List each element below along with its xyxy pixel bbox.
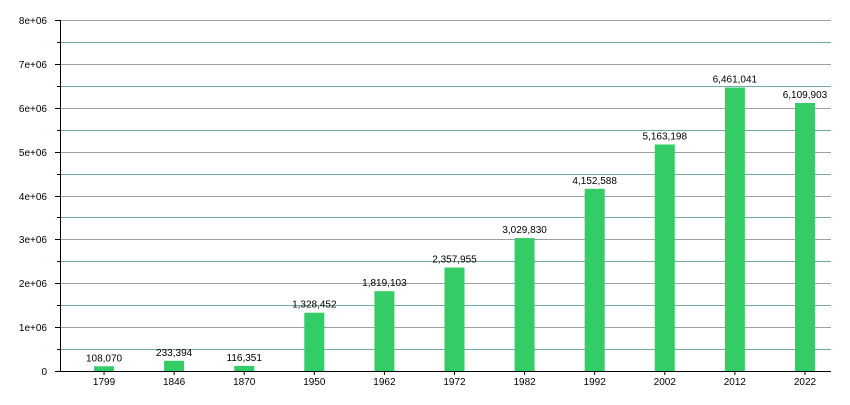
data-label: 5,163,198 bbox=[643, 131, 688, 142]
x-tick-label: 1992 bbox=[584, 377, 607, 388]
x-tick-label: 2002 bbox=[654, 377, 677, 388]
x-tick-label: 1870 bbox=[233, 377, 256, 388]
y-tick-label: 3e+06 bbox=[19, 235, 48, 246]
x-tick-label: 1982 bbox=[513, 377, 536, 388]
data-label: 108,070 bbox=[86, 353, 123, 364]
y-tick-label: 5e+06 bbox=[19, 148, 48, 159]
data-label: 4,152,588 bbox=[572, 176, 617, 187]
y-tick-label: 8e+06 bbox=[19, 16, 48, 27]
label-layer: 0 1e+06 2e+06 3e+06 4e+06 5e+06 6e+06 7e+06 8e+0… bbox=[19, 16, 828, 388]
bar-2012 bbox=[724, 87, 745, 372]
grid-layer bbox=[60, 20, 831, 350]
data-label: 6,461,041 bbox=[713, 75, 758, 86]
y-tick-label: 2e+06 bbox=[19, 279, 48, 290]
bar-1846 bbox=[164, 360, 185, 371]
data-label: 116,351 bbox=[227, 353, 263, 364]
y-tick-label: 1e+06 bbox=[19, 323, 48, 334]
bar-1870 bbox=[234, 365, 255, 371]
x-tick-label: 1846 bbox=[163, 377, 186, 388]
bar-1982 bbox=[514, 238, 535, 371]
data-label: 1,328,452 bbox=[292, 300, 337, 311]
data-label: 3,029,830 bbox=[502, 225, 547, 236]
y-tick-label: 0 bbox=[41, 367, 47, 378]
bar-2002 bbox=[654, 144, 675, 371]
x-tick-label: 2012 bbox=[724, 377, 747, 388]
data-label: 2,357,955 bbox=[432, 255, 477, 266]
y-tick-label: 4e+06 bbox=[19, 192, 48, 203]
axis-layer bbox=[55, 20, 831, 375]
bar-1992 bbox=[584, 188, 605, 371]
bar-layer bbox=[94, 87, 815, 372]
x-tick-label: 1950 bbox=[303, 377, 326, 388]
y-tick-label: 7e+06 bbox=[19, 60, 48, 71]
bar-1962 bbox=[374, 291, 395, 371]
bar-1799 bbox=[94, 366, 115, 371]
bar-1972 bbox=[444, 267, 465, 371]
data-label: 233,394 bbox=[156, 348, 193, 359]
x-tick-label: 1962 bbox=[373, 377, 396, 388]
x-tick-label: 2022 bbox=[794, 377, 817, 388]
data-label: 6,109,903 bbox=[783, 90, 828, 101]
x-tick-label: 1972 bbox=[443, 377, 466, 388]
bar-1950 bbox=[304, 312, 325, 371]
x-tick-label: 1799 bbox=[93, 377, 116, 388]
y-tick-label: 6e+06 bbox=[19, 104, 48, 115]
data-label: 1,819,103 bbox=[362, 278, 407, 289]
bar-2022 bbox=[794, 102, 815, 371]
